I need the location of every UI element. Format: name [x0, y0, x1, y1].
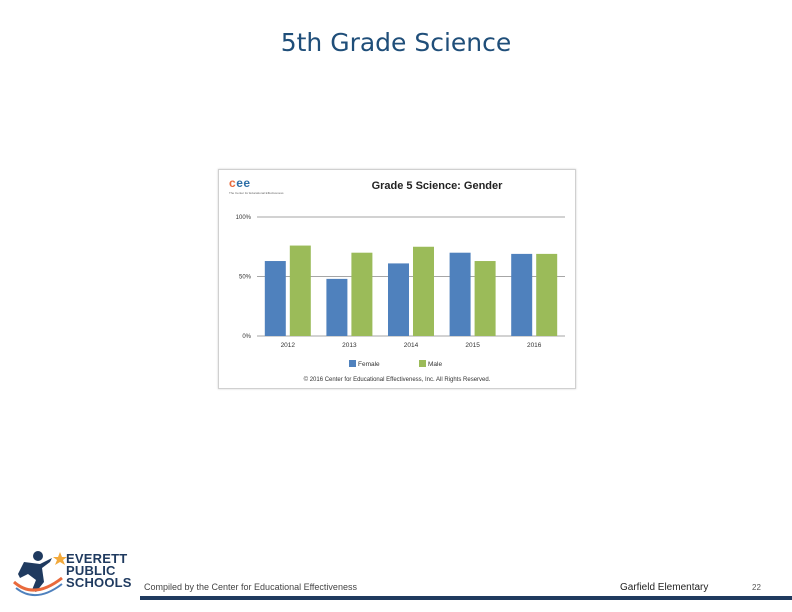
- chart-title: Grade 5 Science: Gender: [371, 180, 503, 192]
- everett-public-schools-logo: [12, 551, 67, 596]
- eps-line-1: EVERETT: [66, 551, 128, 566]
- bar-female-2016: [511, 253, 533, 336]
- legend-swatch-male: [419, 360, 426, 367]
- chart-image: cee The Center for Educational Effective…: [218, 169, 576, 389]
- eps-line-2: PUBLIC: [66, 563, 116, 578]
- x-tick-label: 2015: [465, 342, 480, 349]
- x-tick-label: 2014: [404, 342, 419, 349]
- legend-label-male: Male: [428, 361, 442, 368]
- bar-female-2014: [388, 263, 409, 336]
- logo-letter-e1: e: [236, 176, 244, 190]
- logo-letter-c: c: [229, 176, 237, 190]
- school-name: Garfield Elementary: [620, 582, 709, 593]
- page-number: 22: [752, 583, 761, 592]
- eps-logo-text: EVERETT PUBLIC SCHOOLS: [66, 551, 132, 590]
- bar-male-2012: [289, 245, 311, 336]
- cee-logo: cee The Center for Educational Effective…: [229, 176, 283, 195]
- y-tick-label: 0%: [242, 334, 251, 340]
- bar-male-2014: [413, 246, 434, 336]
- chart-plot: 0% 50% 100% 2012 2013 2014 2015 2016 Female Male: [236, 215, 565, 368]
- legend-swatch-female: [349, 360, 356, 367]
- logo-tagline: The Center for Educational Effectiveness: [229, 191, 284, 195]
- bar-male-2013: [351, 252, 373, 336]
- bar-male-2015: [474, 261, 496, 336]
- y-tick-label: 100%: [236, 215, 252, 221]
- compiled-by-text: Compiled by the Center for Educational E…: [144, 582, 357, 592]
- bar-female-2012: [264, 261, 286, 336]
- x-tick-label: 2016: [527, 342, 542, 349]
- logo-letter-e2: e: [243, 176, 251, 190]
- chart-copyright: © 2016 Center for Educational Effectiven…: [303, 377, 491, 383]
- footer-rule: [140, 596, 792, 600]
- x-tick-label: 2012: [281, 342, 296, 349]
- x-tick-label: 2013: [342, 342, 357, 349]
- eps-line-3: SCHOOLS: [66, 575, 132, 590]
- bar-male-2016: [536, 253, 558, 336]
- y-tick-label: 50%: [239, 275, 252, 281]
- bar-female-2013: [326, 278, 348, 336]
- bar-female-2015: [449, 252, 471, 336]
- slide-title: 5th Grade Science: [280, 28, 512, 57]
- legend-label-female: Female: [358, 361, 380, 368]
